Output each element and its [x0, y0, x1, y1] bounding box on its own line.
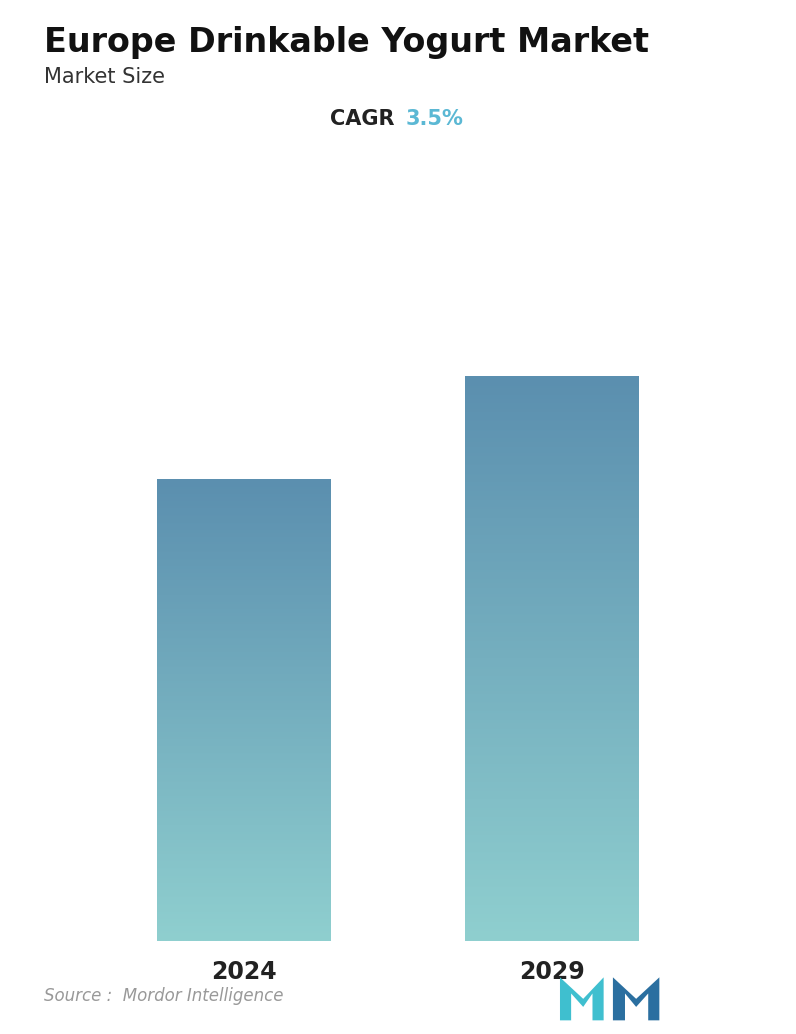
Polygon shape [560, 977, 603, 1021]
Text: CAGR: CAGR [330, 109, 394, 128]
Text: Source :  Mordor Intelligence: Source : Mordor Intelligence [44, 987, 283, 1005]
Text: Europe Drinkable Yogurt Market: Europe Drinkable Yogurt Market [44, 26, 649, 59]
Text: 3.5%: 3.5% [406, 109, 464, 128]
Polygon shape [613, 977, 659, 1021]
Text: Market Size: Market Size [44, 67, 165, 87]
